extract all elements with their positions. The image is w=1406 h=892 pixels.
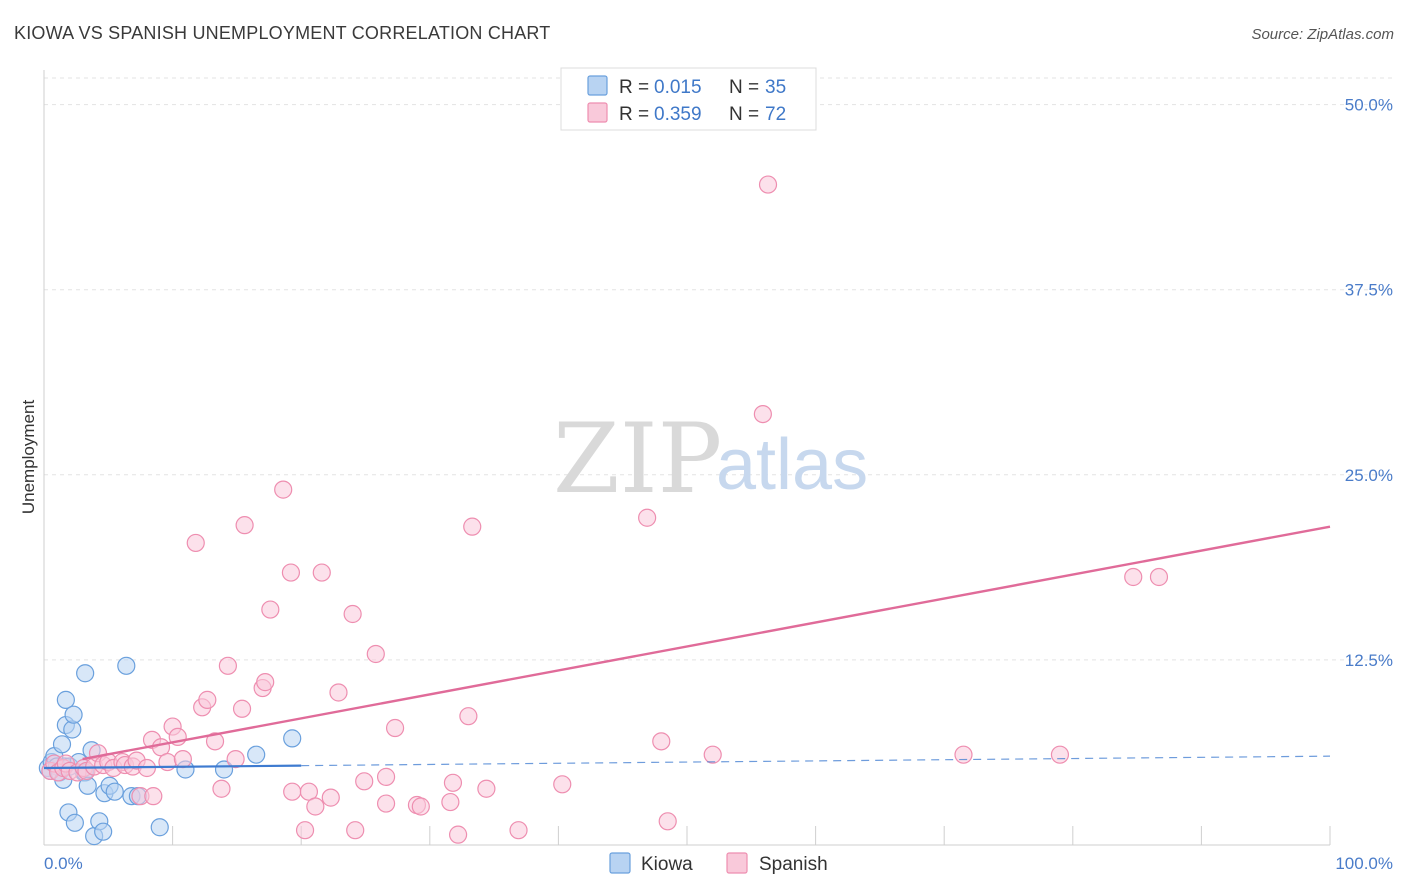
kiowa-point xyxy=(117,656,136,675)
spanish-point xyxy=(459,707,478,726)
spanish-trend-line xyxy=(82,525,1331,761)
kiowa-point xyxy=(76,664,95,683)
gridlines xyxy=(44,77,1394,661)
spanish-point xyxy=(411,797,430,816)
y-axis-label: Unemployment xyxy=(19,400,38,515)
kiowa-n-value: 35 xyxy=(765,77,786,98)
spanish-point xyxy=(235,516,254,535)
kiowa-point xyxy=(283,729,302,748)
spanish-point xyxy=(355,772,374,791)
x-tick-label-min: 0.0% xyxy=(44,854,83,873)
spanish-point xyxy=(274,480,293,499)
spanish-point xyxy=(198,690,217,709)
spanish-r-label: R = xyxy=(619,104,649,125)
spanish-point xyxy=(366,644,385,664)
y-tick-labels: 12.5% 25.0% 37.5% 50.0% xyxy=(1345,96,1393,670)
chart-title: KIOWA VS SPANISH UNEMPLOYMENT CORRELATIO… xyxy=(14,23,551,43)
spanish-point xyxy=(281,563,301,582)
spanish-point xyxy=(753,404,772,424)
spanish-point xyxy=(441,792,460,812)
spanish-point xyxy=(376,767,396,786)
spanish-point xyxy=(186,533,205,553)
spanish-point xyxy=(226,750,245,769)
legend-swatch-spanish xyxy=(726,852,748,874)
spanish-r-value: 0.359 xyxy=(654,104,702,125)
kiowa-point xyxy=(105,782,124,801)
legend-swatch-kiowa xyxy=(609,852,631,874)
trend-lines xyxy=(43,525,1331,770)
kiowa-point xyxy=(94,822,113,841)
spanish-point xyxy=(1050,745,1070,764)
spanish-point xyxy=(448,825,468,844)
scatter-points xyxy=(38,98,1169,846)
spanish-n-value: 72 xyxy=(765,104,786,125)
stats-legend: R = 0.015 N = 35 R = 0.359 N = 72 xyxy=(560,67,817,131)
spanish-point xyxy=(329,683,348,702)
spanish-n-label: N = xyxy=(729,104,759,125)
watermark: ZIP atlas xyxy=(553,403,868,515)
kiowa-r-label: R = xyxy=(619,77,649,98)
watermark-zip: ZIP xyxy=(553,403,722,515)
spanish-point xyxy=(385,718,405,738)
spanish-point xyxy=(509,821,528,840)
kiowa-n-label: N = xyxy=(729,77,759,98)
spanish-point xyxy=(376,794,396,813)
spanish-point xyxy=(954,745,973,764)
x-tick-label-max: 100.0% xyxy=(1335,854,1393,873)
watermark-atlas: atlas xyxy=(716,425,868,505)
spanish-point xyxy=(758,175,778,194)
spanish-point xyxy=(144,787,163,806)
chart-source: Source: ZipAtlas.com xyxy=(1251,26,1394,43)
spanish-point xyxy=(658,812,677,831)
spanish-point xyxy=(173,750,192,769)
spanish-point xyxy=(212,779,231,798)
spanish-point xyxy=(295,821,315,840)
y-tick-label: 37.5% xyxy=(1345,281,1393,300)
spanish-point xyxy=(205,732,225,751)
spanish-point xyxy=(346,821,365,840)
y-tick-label: 12.5% xyxy=(1345,651,1393,670)
kiowa-trend-line-solid xyxy=(43,764,302,770)
spanish-point xyxy=(343,604,362,624)
spanish-point xyxy=(638,508,657,527)
kiowa-point xyxy=(56,690,75,709)
spanish-point xyxy=(652,732,671,751)
y-tick-label: 25.0% xyxy=(1345,466,1393,485)
legend-label-kiowa: Kiowa xyxy=(641,854,693,875)
spanish-point xyxy=(703,745,722,764)
spanish-point xyxy=(232,699,252,718)
spanish-point xyxy=(553,775,572,794)
legend-label-spanish: Spanish xyxy=(759,854,828,875)
spanish-point xyxy=(256,673,275,692)
spanish-point xyxy=(463,517,482,536)
spanish-legend-swatch xyxy=(587,102,608,123)
axes xyxy=(43,70,1331,846)
spanish-point xyxy=(321,788,340,807)
spanish-point xyxy=(477,779,496,798)
spanish-point xyxy=(158,752,177,772)
kiowa-point xyxy=(52,735,72,754)
y-tick-label: 50.0% xyxy=(1345,96,1393,115)
spanish-point xyxy=(443,773,463,792)
spanish-point xyxy=(218,656,237,675)
kiowa-trend-line-dashed xyxy=(301,755,1331,767)
kiowa-point xyxy=(64,705,83,724)
spanish-point xyxy=(1149,567,1169,587)
spanish-point xyxy=(261,600,280,619)
kiowa-legend-swatch xyxy=(587,75,608,96)
spanish-point xyxy=(1124,567,1143,587)
kiowa-point xyxy=(247,745,266,764)
kiowa-r-value: 0.015 xyxy=(654,77,702,98)
kiowa-point xyxy=(150,818,169,837)
spanish-point xyxy=(306,797,325,816)
series-legend: Kiowa Spanish xyxy=(609,852,828,875)
spanish-point xyxy=(283,782,302,801)
spanish-point xyxy=(312,563,331,582)
kiowa-point xyxy=(65,813,84,832)
